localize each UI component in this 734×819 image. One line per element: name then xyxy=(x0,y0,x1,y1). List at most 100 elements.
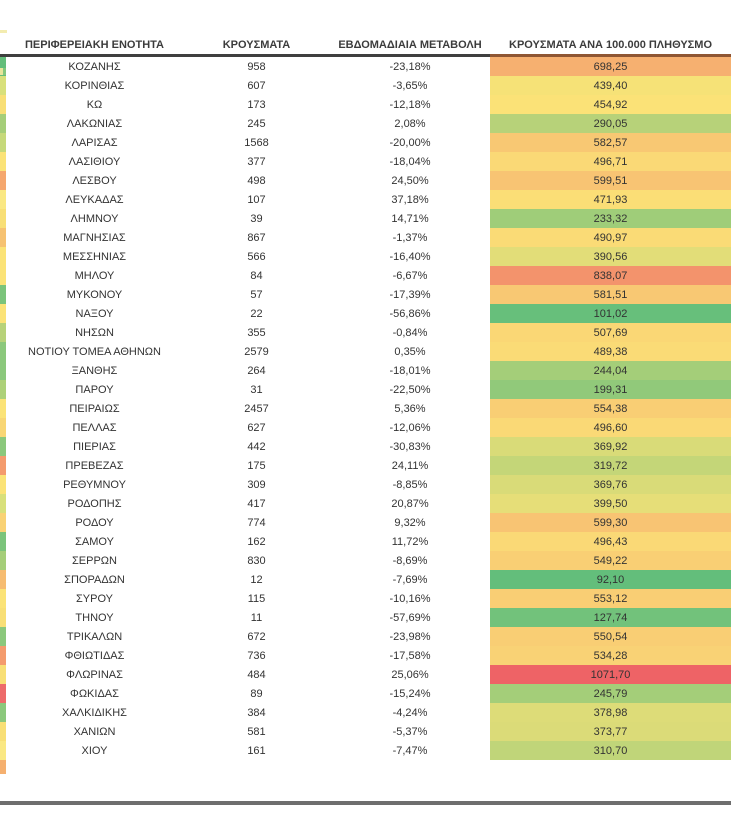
cut-cell-strip xyxy=(0,532,6,551)
cut-cell-strip xyxy=(0,152,6,171)
table-row: ΜΥΚΟΝΟΥ 57 -17,39% 581,51 xyxy=(0,285,731,304)
cell-weekly-change: -12,18% xyxy=(389,98,431,111)
cell-cases: 830 xyxy=(247,554,266,567)
cell-per-100k: 496,60 xyxy=(490,418,731,437)
table-bottom-border xyxy=(0,801,731,805)
cut-cell-strip xyxy=(0,209,6,228)
cut-cell-strip xyxy=(0,589,6,608)
cell-weekly-change: -17,58% xyxy=(389,649,431,662)
cell-weekly-change: 24,50% xyxy=(391,174,429,187)
cell-cases: 107 xyxy=(247,193,266,206)
cell-cases: 12 xyxy=(250,573,263,586)
cell-cases: 384 xyxy=(247,706,266,719)
cell-per-100k: 390,56 xyxy=(490,247,731,266)
cell-cases: 162 xyxy=(247,535,266,548)
cell-weekly-change: 9,32% xyxy=(394,516,426,529)
cell-cases: 672 xyxy=(247,630,266,643)
cell-region: ΣΑΜΟΥ xyxy=(75,535,114,548)
cut-cell-strip xyxy=(0,703,6,722)
cut-cell-strip xyxy=(0,361,6,380)
cell-cases: 417 xyxy=(247,497,266,510)
cut-column-header xyxy=(0,30,6,57)
cut-cell-strip xyxy=(0,570,6,589)
cut-cell-strip xyxy=(0,247,6,266)
table-row: ΦΩΚΙΔΑΣ 89 -15,24% 245,79 xyxy=(0,684,731,703)
cell-region: ΚΩ xyxy=(86,98,103,111)
cell-cases: 175 xyxy=(247,459,266,472)
table-row: ΡΟΔΟΠΗΣ 417 20,87% 399,50 xyxy=(0,494,731,513)
cell-per-100k: 399,50 xyxy=(490,494,731,513)
cell-per-100k: 101,02 xyxy=(490,304,731,323)
cell-per-100k: 199,31 xyxy=(490,380,731,399)
table-row: ΞΑΝΘΗΣ 264 -18,01% 244,04 xyxy=(0,361,731,380)
cell-cases: 84 xyxy=(250,269,263,282)
col-header-region: ΠΕΡΙΦΕΡΕΙΑΚΗ ΕΝΟΤΗΤΑ xyxy=(6,30,183,57)
cell-cases: 31 xyxy=(250,383,263,396)
cell-per-100k xyxy=(490,760,731,774)
cell-cases: 484 xyxy=(247,668,266,681)
table-row: ΦΛΩΡΙΝΑΣ 484 25,06% 1071,70 xyxy=(0,665,731,684)
table-row: ΠΡΕΒΕΖΑΣ 175 24,11% 319,72 xyxy=(0,456,731,475)
cell-region: ΧΙΟΥ xyxy=(81,744,108,757)
col-header-cases: ΚΡΟΥΣΜΑΤΑ xyxy=(183,30,330,57)
table-row: ΛΑΚΩΝΙΑΣ 245 2,08% 290,05 xyxy=(0,114,731,133)
cell-per-100k: 599,30 xyxy=(490,513,731,532)
cell-region: ΦΩΚΙΔΑΣ xyxy=(70,687,119,700)
cell-weekly-change: -16,40% xyxy=(389,250,431,263)
cell-weekly-change: 24,11% xyxy=(391,459,429,472)
cell-per-100k: 507,69 xyxy=(490,323,731,342)
cell-per-100k: 127,74 xyxy=(490,608,731,627)
cell-weekly-change: 14,71% xyxy=(391,212,429,225)
cell-weekly-change: -10,16% xyxy=(389,592,431,605)
table-row: ΝΗΣΩΝ 355 -0,84% 507,69 xyxy=(0,323,731,342)
cut-cell-strip xyxy=(0,285,6,304)
cell-per-100k: 373,77 xyxy=(490,722,731,741)
cell-per-100k: 378,98 xyxy=(490,703,731,722)
table-row: ΚΩ 173 -12,18% 454,92 xyxy=(0,95,731,114)
cell-cases: 115 xyxy=(247,592,266,605)
cell-region: ΠΡΕΒΕΖΑΣ xyxy=(65,459,124,472)
cell-cases: 89 xyxy=(250,687,263,700)
cell-region: ΦΘΙΩΤΙΔΑΣ xyxy=(64,649,125,662)
cut-cell-strip xyxy=(0,513,6,532)
cell-per-100k: 698,25 xyxy=(490,55,731,76)
cell-weekly-change: 11,72% xyxy=(391,535,429,548)
cut-cell-strip xyxy=(0,95,6,114)
cell-weekly-change: -18,01% xyxy=(389,364,431,377)
cut-cell-strip xyxy=(0,190,6,209)
cell-region: ΣΥΡΟΥ xyxy=(75,592,113,605)
cell-region: ΚΟΡΙΝΘΙΑΣ xyxy=(64,79,125,92)
cut-cell-strip xyxy=(0,114,6,133)
table-row: ΧΙΟΥ 161 -7,47% 310,70 xyxy=(0,741,731,760)
cell-cases: 245 xyxy=(247,117,266,130)
cut-cell-strip xyxy=(0,722,6,741)
cell-weekly-change: 5,36% xyxy=(394,402,426,415)
table-row: ΠΕΙΡΑΙΩΣ 2457 5,36% 554,38 xyxy=(0,399,731,418)
table-row: ΠΕΛΛΑΣ 627 -12,06% 496,60 xyxy=(0,418,731,437)
cell-per-100k: 489,38 xyxy=(490,342,731,361)
cell-weekly-change: -22,50% xyxy=(389,383,431,396)
cell-cases: 377 xyxy=(247,155,266,168)
table-row: ΣΥΡΟΥ 115 -10,16% 553,12 xyxy=(0,589,731,608)
cell-per-100k: 599,51 xyxy=(490,171,731,190)
cell-region: ΜΑΓΝΗΣΙΑΣ xyxy=(63,231,126,244)
cell-weekly-change: -15,24% xyxy=(389,687,431,700)
table-row: ΝΟΤΙΟΥ ΤΟΜΕΑ ΑΘΗΝΩΝ 2579 0,35% 489,38 xyxy=(0,342,731,361)
cell-per-100k: 1071,70 xyxy=(490,665,731,684)
cell-cases: 57 xyxy=(250,288,263,301)
col-header-per-100k: ΚΡΟΥΣΜΑΤΑ ΑΝΑ 100.000 ΠΛΗΘΥΣΜΟ xyxy=(490,30,731,57)
cell-weekly-change: -56,86% xyxy=(389,307,431,320)
cell-cases: 607 xyxy=(247,79,266,92)
page: { "chart_data": { "type": "table", "titl… xyxy=(0,30,734,819)
cut-cell-sliver-top xyxy=(0,30,7,33)
cell-region: ΜΗΛΟΥ xyxy=(74,269,115,282)
cell-per-100k: 233,32 xyxy=(490,209,731,228)
cut-cell-strip xyxy=(0,456,6,475)
cell-region: ΜΥΚΟΝΟΥ xyxy=(66,288,123,301)
cell-per-100k: 92,10 xyxy=(490,570,731,589)
cell-weekly-change: -1,37% xyxy=(392,231,428,244)
cell-region: ΠΑΡΟΥ xyxy=(75,383,114,396)
cell-region: ΦΛΩΡΙΝΑΣ xyxy=(66,668,123,681)
cell-region: ΤΡΙΚΑΛΩΝ xyxy=(66,630,123,643)
cell-region: ΝΟΤΙΟΥ ΤΟΜΕΑ ΑΘΗΝΩΝ xyxy=(28,345,161,358)
